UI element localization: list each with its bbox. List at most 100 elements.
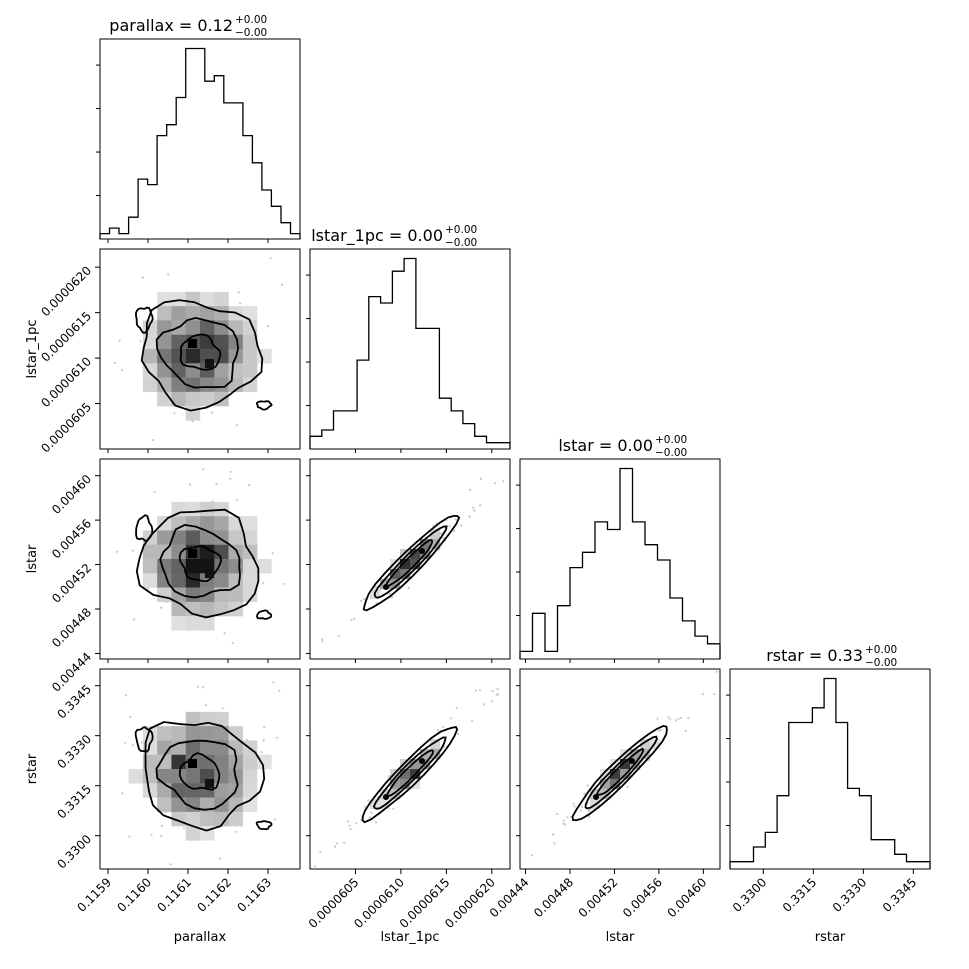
histogram-bin [381, 303, 393, 449]
density-peak [419, 548, 425, 554]
density-cell [214, 783, 229, 798]
x-axis-label-parallax: parallax [174, 930, 227, 945]
histogram-bin [233, 103, 243, 239]
histogram-bin [742, 862, 754, 869]
density-cell [185, 601, 201, 617]
scatter-point [669, 718, 672, 721]
scatter-point [713, 693, 716, 696]
density-cell [171, 501, 186, 517]
x-tick-label-parallax: 0.1163 [235, 875, 275, 915]
scatter-point [471, 719, 474, 722]
density-cell [228, 320, 244, 335]
histogram-bin [558, 606, 571, 659]
scatter-point [333, 845, 337, 848]
y-tick-label-lstar: 0.00456 [49, 516, 94, 561]
x-tick-label-lstar: 0.00460 [664, 875, 709, 920]
scatter-point [374, 586, 377, 589]
histogram-bin [486, 443, 498, 449]
density-cell [242, 349, 258, 364]
scatter-point [460, 524, 463, 527]
contour-line [584, 735, 658, 810]
scatter-point [262, 581, 265, 584]
histogram-bin [871, 840, 883, 869]
scatter-point [131, 549, 134, 552]
contour-line [179, 333, 222, 371]
scatter-point [363, 598, 366, 601]
scatter-point [586, 784, 590, 787]
histogram-bin [224, 103, 234, 239]
density-cell [157, 783, 172, 798]
density-cell [171, 306, 186, 321]
density-cell [390, 559, 401, 570]
density-cell [185, 377, 201, 393]
density-cell [228, 363, 244, 378]
contour-line [135, 508, 260, 619]
histogram-bin [439, 398, 451, 449]
density-cell [228, 740, 244, 755]
histogram-bin [633, 522, 646, 659]
density-cell [200, 726, 215, 741]
scatter-point [173, 412, 176, 415]
histogram-bin [416, 328, 428, 449]
scatter-point [579, 809, 583, 812]
x-tick-label-rstar: 0.3345 [880, 875, 920, 915]
contour-line [135, 306, 154, 334]
histogram-bin [883, 840, 895, 869]
scatter-point [387, 775, 390, 778]
scatter-point [687, 717, 690, 720]
histogram-bin [345, 411, 357, 449]
density-cell [142, 573, 158, 588]
density-cell [214, 573, 229, 588]
panel-axes [99, 248, 301, 450]
scatter-point [449, 717, 452, 720]
histogram-bin [670, 598, 683, 659]
density-cell [171, 783, 186, 798]
scatter-point [436, 729, 440, 732]
scatter-point [656, 717, 659, 720]
density-cell [157, 363, 172, 378]
histogram-bin [100, 234, 110, 239]
density-cell [157, 516, 172, 531]
histogram-bin [186, 49, 196, 239]
scatter-point [478, 689, 481, 692]
scatter-point [278, 689, 281, 692]
density-cell [157, 291, 172, 307]
panel-axes [99, 458, 301, 660]
density-cell [228, 559, 244, 574]
density-cell [214, 544, 229, 560]
panel-axes [309, 458, 511, 660]
density-cell [214, 754, 229, 770]
density-cell [142, 783, 158, 798]
scatter-point [167, 273, 170, 276]
scatter-point [454, 518, 457, 521]
histogram-bin [583, 552, 596, 659]
scatter-point [392, 807, 395, 810]
density-cell [257, 754, 272, 770]
scatter-point [496, 687, 499, 691]
density-cell [142, 377, 158, 393]
y-tick-label-rstar: 0.3330 [55, 732, 95, 772]
density-cell [390, 569, 401, 580]
scatter-point [215, 483, 218, 486]
scatter-point [495, 693, 498, 697]
scatter-point [479, 504, 482, 507]
title-minus-error: −0.00 [235, 27, 267, 39]
scatter-point [321, 640, 324, 643]
scatter-point [367, 799, 370, 802]
density-cell [185, 559, 201, 574]
density-peak [593, 794, 599, 800]
scatter-point [129, 715, 132, 719]
scatter-point [150, 833, 153, 836]
histogram-bin [148, 185, 158, 239]
scatter-point [350, 618, 353, 622]
scatter-point [160, 606, 163, 609]
x-tick-label-rstar: 0.3315 [780, 875, 820, 915]
scatter-point [141, 276, 144, 279]
density-cell [157, 769, 172, 784]
density-cell [390, 789, 401, 800]
histogram-bin [906, 862, 918, 869]
panel-title-parallax: parallax = 0.12 [109, 16, 233, 35]
scatter-point [368, 816, 371, 819]
density-peak [205, 779, 214, 788]
histogram-bin [620, 469, 633, 659]
